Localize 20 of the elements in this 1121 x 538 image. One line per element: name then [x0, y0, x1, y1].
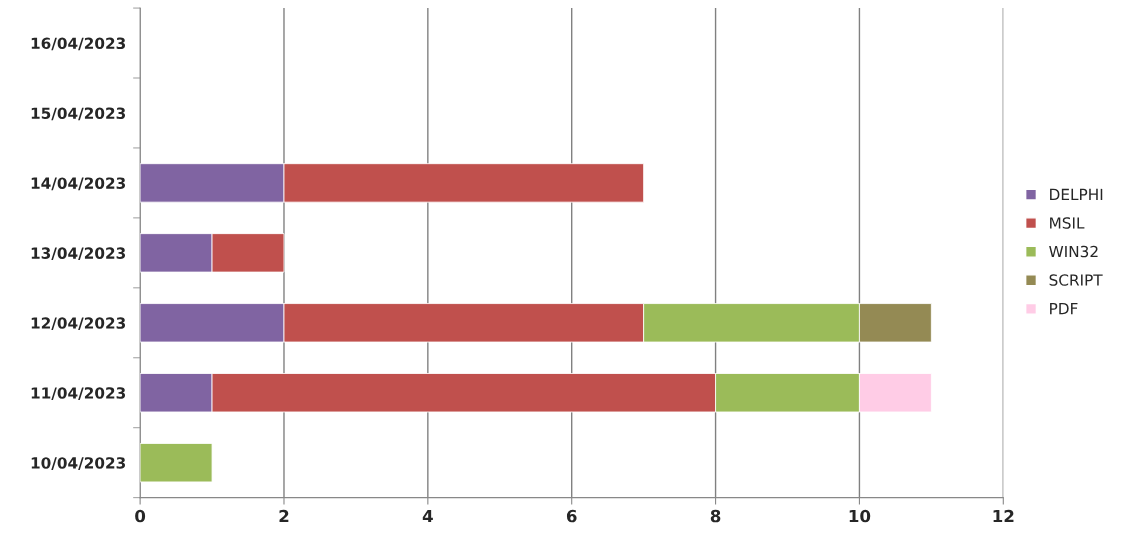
legend-label: MSIL — [1050, 217, 1085, 229]
legend-label: SCRIPT — [1049, 274, 1103, 286]
y-tick-label: 13/04/2023 — [31, 247, 126, 261]
y-tick-label: 12/04/2023 — [31, 317, 126, 331]
legend-label: PDF — [1050, 303, 1078, 315]
y-tick-label: 15/04/2023 — [31, 107, 126, 121]
x-tick-label: 12 — [993, 509, 1014, 523]
y-tick-label: 11/04/2023 — [31, 387, 126, 400]
legend-label: DELPHI — [1050, 188, 1103, 200]
y-tick-label: 14/04/2023 — [31, 177, 126, 191]
legend-label: WIN32 — [1049, 245, 1098, 258]
x-tick-label: 8 — [710, 509, 721, 523]
x-tick-label: 4 — [422, 509, 433, 523]
bar — [140, 443, 213, 483]
y-tick-label: 10/04/2023 — [31, 457, 126, 470]
y-tick-label: 16/04/2023 — [31, 37, 126, 51]
x-tick-label: 2 — [279, 509, 289, 523]
x-tick-label: 6 — [566, 509, 577, 523]
x-tick-label: 10 — [849, 509, 871, 523]
x-tick-label: 0 — [135, 509, 146, 523]
